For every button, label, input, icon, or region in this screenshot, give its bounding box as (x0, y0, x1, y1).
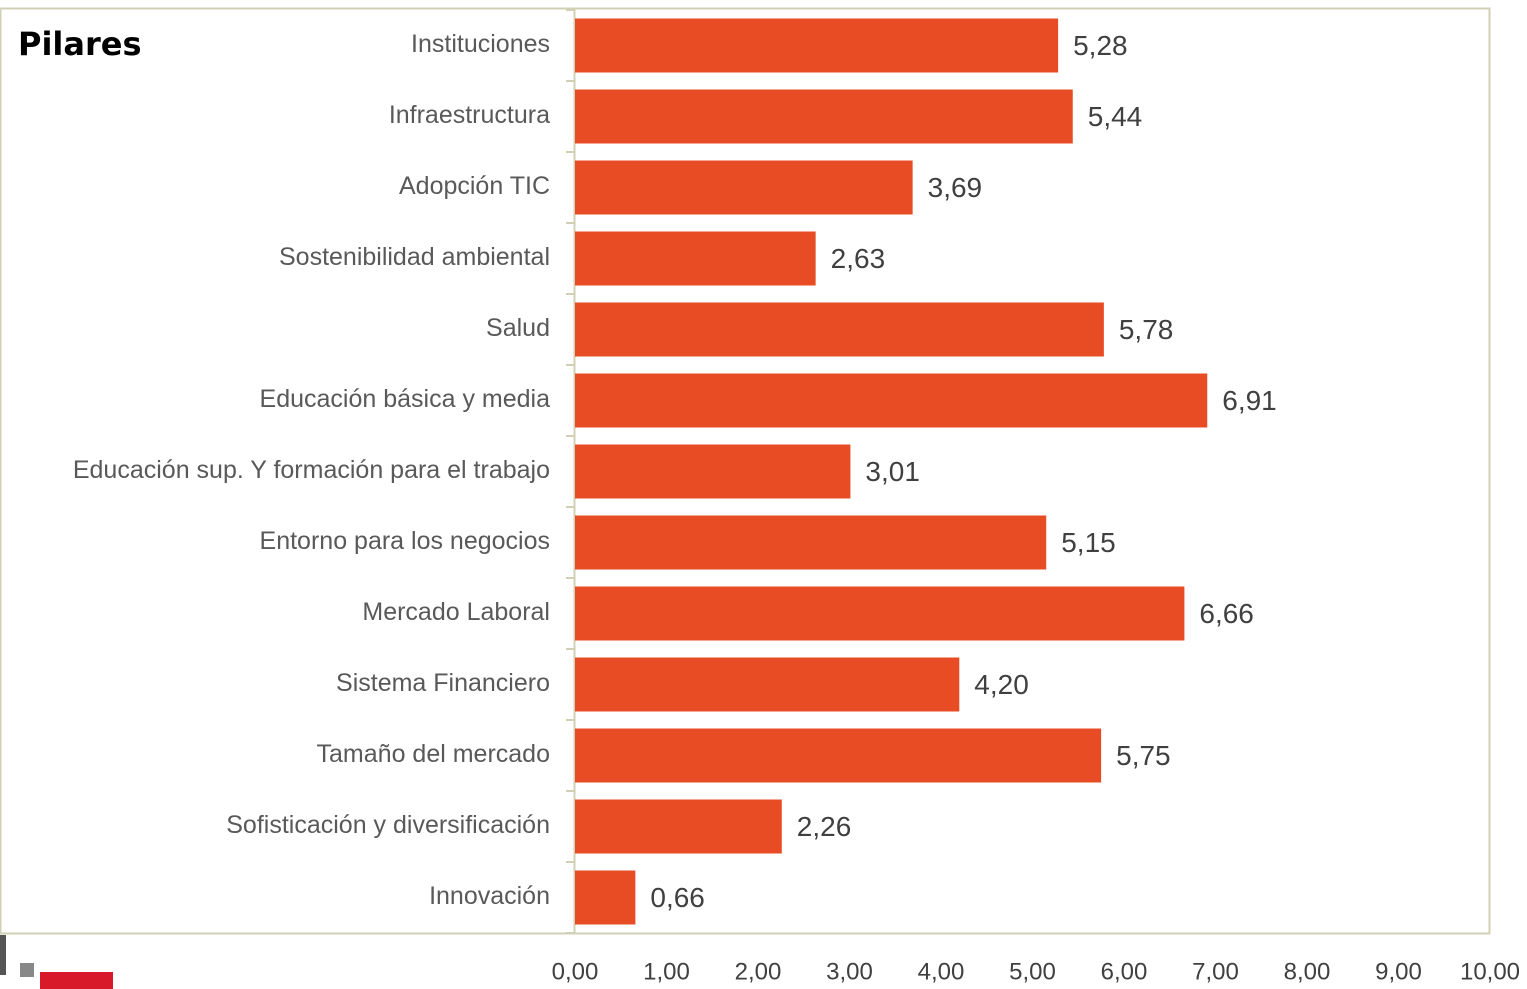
value-label: 6,66 (1199, 598, 1254, 629)
bar (575, 160, 913, 215)
x-tick-label: 4,00 (918, 958, 965, 985)
logo (0, 935, 113, 989)
x-tick-label: 1,00 (643, 958, 690, 985)
bar (575, 231, 816, 286)
y-tick-label: Sofisticación y diversificación (226, 811, 550, 839)
x-tick-label: 0,00 (552, 958, 599, 985)
bar (575, 89, 1073, 144)
y-tick-label: Educación básica y media (260, 385, 551, 413)
bar (575, 586, 1185, 641)
x-tick-label: 8,00 (1284, 958, 1331, 985)
x-tick-label: 2,00 (735, 958, 782, 985)
chart-title: Pilares (18, 25, 142, 63)
value-label: 3,01 (865, 456, 920, 487)
y-tick-label: Salud (486, 314, 550, 342)
value-label: 5,28 (1073, 30, 1128, 61)
y-tick-label: Mercado Laboral (362, 598, 550, 626)
value-label: 0,66 (650, 882, 705, 913)
bar (575, 870, 636, 925)
x-tick-label: 6,00 (1101, 958, 1148, 985)
value-label: 5,15 (1061, 527, 1116, 558)
x-tick-label: 3,00 (826, 958, 873, 985)
y-tick-label: Sistema Financiero (336, 669, 550, 697)
y-tick-label: Educación sup. Y formación para el traba… (73, 456, 550, 484)
value-label: 5,75 (1116, 740, 1171, 771)
value-label: 3,69 (928, 172, 983, 203)
y-tick-label: Infraestructura (389, 101, 550, 129)
bar (575, 657, 960, 712)
bar (575, 444, 851, 499)
value-label: 5,44 (1088, 101, 1143, 132)
bar (575, 18, 1059, 73)
x-tick-label: 10,00 (1460, 958, 1520, 985)
bar (575, 728, 1102, 783)
y-tick-label: Entorno para los negocios (260, 527, 550, 555)
x-tick-label: 5,00 (1009, 958, 1056, 985)
x-tick-label: 7,00 (1192, 958, 1239, 985)
y-tick-label: Adopción TIC (399, 172, 550, 200)
y-tick-label: Instituciones (411, 30, 550, 58)
value-label: 4,20 (974, 669, 1029, 700)
value-label: 6,91 (1222, 385, 1277, 416)
value-label: 5,78 (1119, 314, 1174, 345)
y-tick-label: Innovación (429, 882, 550, 910)
y-tick-label: Sostenibilidad ambiental (279, 243, 550, 271)
x-tick-label: 9,00 (1375, 958, 1422, 985)
bar (575, 515, 1047, 570)
bar (575, 799, 782, 854)
plot-frame (573, 7, 1491, 935)
bar (575, 373, 1208, 428)
bar (575, 302, 1104, 357)
y-tick-label: Tamaño del mercado (317, 740, 550, 768)
value-label: 2,26 (797, 811, 852, 842)
value-label: 2,63 (831, 243, 886, 274)
